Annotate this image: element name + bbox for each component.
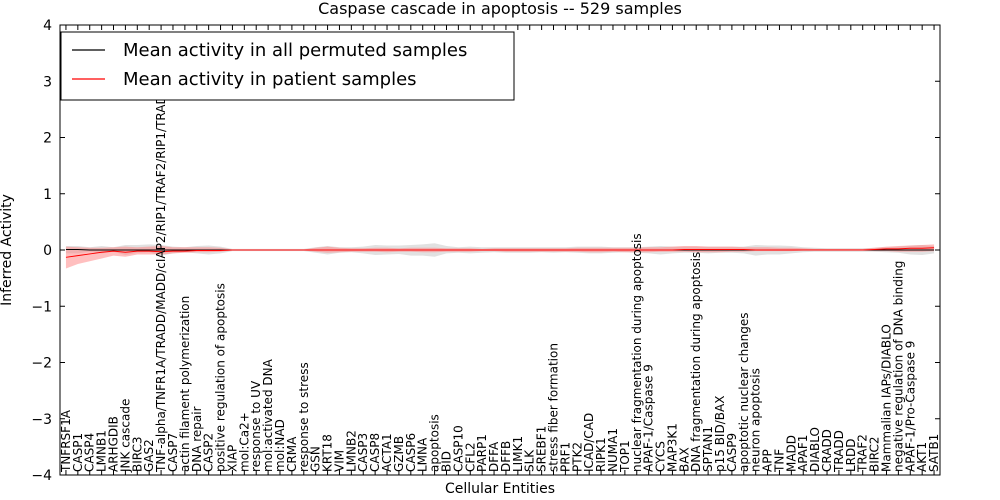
x-tick-label: p15 BID/BAX (713, 396, 727, 472)
x-tick-label: neuron apoptosis (749, 368, 763, 472)
y-tick-label: −4 (31, 468, 52, 484)
x-tick-label: apoptosis (428, 414, 442, 472)
x-tick-label: TOP1 (618, 440, 632, 473)
x-tick-label: CYCS (654, 441, 668, 472)
x-tick-label: BAX (677, 447, 691, 472)
x-tick-label: ACTA1 (380, 433, 394, 472)
y-tick-label: −2 (31, 356, 52, 372)
x-tick-label: nuclear fragmentation during apoptosis (630, 233, 644, 472)
y-tick-label: −3 (31, 412, 52, 428)
x-tick-label: XIAP (225, 445, 239, 472)
y-axis-label: Inferred Activity (0, 194, 15, 306)
x-tick-label: TRADD (832, 430, 846, 473)
x-tick-label: NUMA1 (606, 428, 620, 472)
x-tick-label: LMNA (416, 437, 430, 472)
x-tick-label: CASP1 (71, 433, 85, 472)
x-tick-label: RIPK1 (594, 437, 608, 472)
x-tick-label: CRADD (820, 429, 834, 472)
series-lines (65, 247, 935, 258)
x-tick-label: mol:Ca2+ (237, 412, 251, 472)
x-tick-label: APP (761, 449, 775, 472)
x-tick-label: APAF-1/Pro-Caspase 9 (903, 341, 917, 472)
x-tick-label: DFFB (499, 441, 513, 472)
y-tick-label: 4 (43, 18, 52, 34)
x-tick-label: response to stress (297, 362, 311, 472)
x-tick-label: LRDD (844, 438, 858, 472)
x-tick-label: AKT1 (915, 442, 929, 472)
x-tick-label: TNF (772, 449, 786, 473)
x-tick-label: LIMK1 (511, 436, 525, 472)
x-tick-label: CASP4 (83, 433, 97, 472)
x-tick-label: DIABLO (808, 427, 822, 472)
x-tick-label: ARHGDIB (107, 416, 121, 472)
x-tick-label: response to UV (249, 380, 263, 472)
x-tick-label: BIRC2 (868, 436, 882, 472)
confidence-bands (65, 243, 935, 269)
x-tick-label: LMNB1 (95, 430, 109, 472)
chart-title: Caspase cascade in apoptosis -- 529 samp… (318, 0, 682, 18)
legend-box (60, 31, 515, 101)
x-tick-label: CRMA (285, 436, 299, 472)
x-tick-label: mol:activated DNA (261, 358, 275, 472)
y-axis: 4 3 2 1 0 −1 −2 −3 −4 (31, 18, 940, 484)
line-series-1 (65, 247, 935, 258)
x-tick-label: CASP7 (166, 433, 180, 472)
x-tick-label: DNA fragmentation during apoptosis (689, 252, 703, 472)
x-tick-label: Mammalian IAPs/DIABLO (879, 324, 893, 472)
legend-label-patient: Mean activity in patient samples (123, 69, 417, 90)
x-tick-label: TRAF2 (856, 434, 870, 473)
x-tick-label: SPTAN1 (701, 426, 715, 472)
x-tick-label: SREBF1 (535, 426, 549, 472)
x-tick-label: APAF1 (796, 435, 810, 472)
x-tick-label: negative regulation of DNA binding (891, 261, 905, 472)
x-tick-label: GZMB (392, 436, 406, 472)
y-tick-label: 0 (43, 243, 52, 259)
x-tick-label: GAS2 (142, 439, 156, 472)
x-tick-label: CASP10 (451, 425, 465, 472)
x-tick-label: APAF-1/Caspase 9 (642, 364, 656, 472)
x-tick-label: BIRC3 (130, 436, 144, 472)
x-tick-label: CASP9 (725, 433, 739, 472)
x-tick-label: SATB1 (927, 434, 941, 472)
legend: Mean activity in all permuted samples Me… (60, 31, 515, 101)
x-tick-label: PTK2 (570, 442, 584, 472)
y-tick-label: 1 (43, 187, 52, 203)
x-tick-label: mol:NAD (273, 419, 287, 472)
x-tick-label: DNA repair (190, 406, 204, 472)
x-tick-label: positive regulation of apoptosis (214, 283, 228, 472)
x-axis-label: Cellular Entities (445, 481, 555, 497)
x-tick-label: BID (439, 451, 453, 472)
x-tick-label: KRT18 (321, 434, 335, 472)
x-tick-label: actin filament polymerization (178, 296, 192, 472)
x-tick-label: TNFRSF1A (59, 409, 73, 473)
x-tick-label: stress fiber formation (547, 343, 561, 472)
x-tick-label: ICAD/CAD (582, 413, 596, 472)
x-tick-label: DFFA (487, 441, 501, 472)
y-tick-label: −1 (31, 299, 52, 315)
x-tick-label: TNF-alpha/TNFR1A/TRADD/MADD/cIAP2/RIP1/T… (154, 86, 168, 473)
x-tick-label: MADD (784, 435, 798, 472)
x-tick-label: CASP3 (356, 433, 370, 472)
x-tick-label: CASP8 (368, 433, 382, 472)
x-tick-label: CASP2 (202, 433, 216, 472)
y-tick-label: 3 (43, 74, 52, 90)
y-tick-label: 2 (43, 131, 52, 147)
x-tick-label: PARP1 (475, 434, 489, 472)
x-tick-label: LMNB2 (344, 430, 358, 472)
x-tick-label: GSN (309, 446, 323, 472)
x-tick-label: MAP3K1 (665, 423, 679, 472)
x-tick-label: VIM (332, 450, 346, 472)
legend-label-permuted: Mean activity in all permuted samples (123, 40, 467, 61)
x-tick-label: CFL2 (463, 442, 477, 472)
x-tick-label: apoptotic nuclear changes (737, 313, 751, 472)
x-tick-label: JNK cascade (118, 399, 132, 473)
x-tick-label: PRF1 (558, 442, 572, 472)
x-tick-label: SLK (523, 449, 537, 472)
x-tick-label: CASP6 (404, 433, 418, 472)
